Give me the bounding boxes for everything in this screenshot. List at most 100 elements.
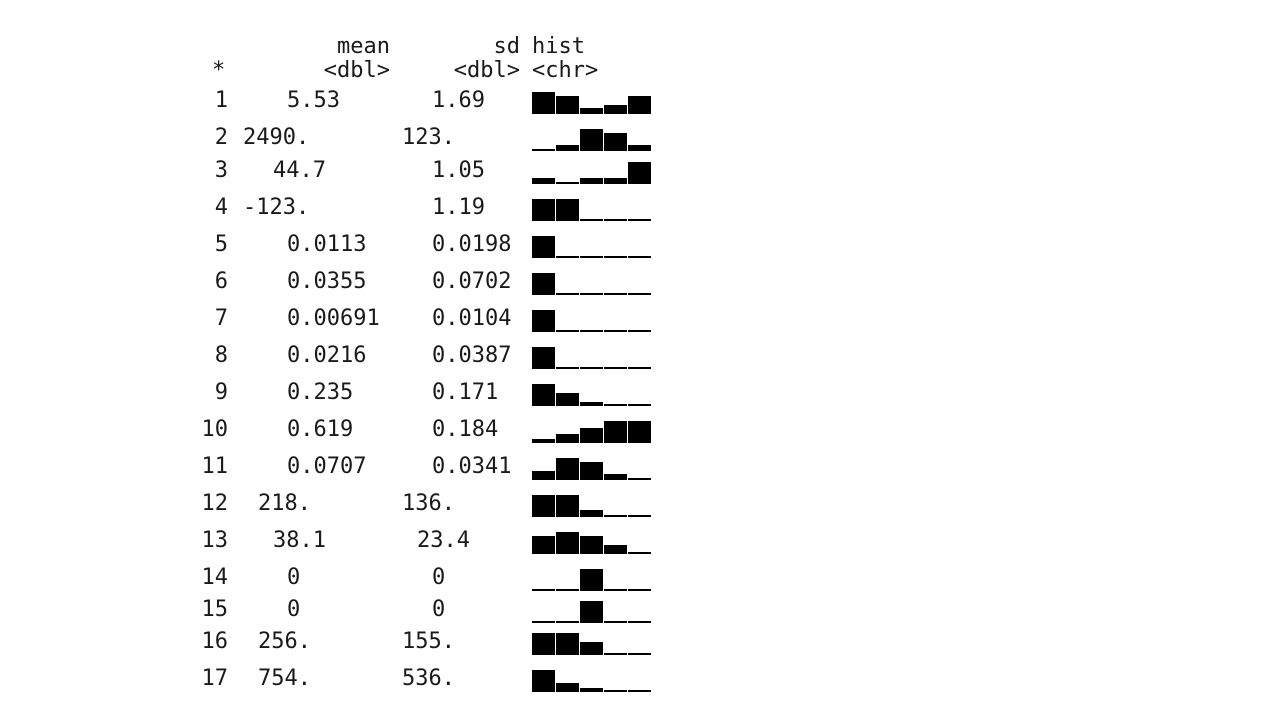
- histogram-sparkline: [532, 601, 651, 623]
- histogram-bar: [532, 178, 555, 184]
- column-type-sd: <dbl>: [453, 58, 520, 83]
- histogram-bar: [604, 133, 627, 151]
- histogram-bar: [628, 690, 651, 692]
- histogram-bar: [604, 653, 627, 655]
- histogram-sparkline: [532, 273, 651, 295]
- histogram-sparkline: [532, 495, 651, 517]
- histogram-bar: [532, 310, 555, 332]
- mean-value: 0.0355: [287, 269, 367, 294]
- mean-value: 0.0707: [287, 454, 367, 479]
- histogram-sparkline: [532, 129, 651, 151]
- histogram-bar: [628, 367, 651, 369]
- histogram-bar: [556, 367, 579, 369]
- histogram-bar: [604, 178, 627, 184]
- histogram-bar: [532, 384, 555, 406]
- histogram-bar: [580, 402, 603, 406]
- row-number: 14: [201, 565, 229, 590]
- histogram-sparkline: [532, 670, 651, 692]
- sd-value: 0.0341: [432, 454, 512, 479]
- row-number: 8: [214, 343, 228, 368]
- histogram-bar: [580, 569, 603, 591]
- mean-value: 256.: [258, 629, 311, 654]
- histogram-bar: [628, 589, 651, 591]
- sd-value: 0: [432, 565, 446, 590]
- histogram-bar: [628, 515, 651, 517]
- histogram-bar: [532, 589, 555, 591]
- histogram-bar: [580, 108, 603, 114]
- histogram-bar: [580, 536, 603, 554]
- row-number: 7: [214, 306, 228, 331]
- column-header-hist: hist: [532, 34, 585, 59]
- histogram-sparkline: [532, 347, 651, 369]
- mean-value: 44.7: [273, 158, 326, 183]
- histogram-bar: [580, 642, 603, 655]
- histogram-bar: [580, 428, 603, 443]
- histogram-sparkline: [532, 633, 651, 655]
- mean-value: 0.0113: [287, 232, 367, 257]
- column-type-mean: <dbl>: [323, 58, 390, 83]
- sd-value: 0: [432, 597, 446, 622]
- sd-value: 123.: [402, 125, 455, 150]
- histogram-sparkline: [532, 162, 651, 184]
- histogram-bar: [604, 589, 627, 591]
- histogram-bar: [532, 149, 555, 151]
- row-number: 6: [214, 269, 228, 294]
- mean-value: 5.53: [287, 88, 340, 113]
- sd-value: 0.171: [432, 380, 499, 405]
- row-number: 13: [201, 528, 229, 553]
- histogram-bar: [628, 162, 651, 184]
- histogram-bar: [628, 256, 651, 258]
- row-number: 12: [201, 491, 229, 516]
- clipped-header-text: …: [200, 23, 210, 34]
- column-header-mean: mean: [337, 34, 390, 59]
- histogram-bar: [580, 330, 603, 332]
- row-number: 1: [214, 88, 228, 113]
- histogram-bar: [532, 439, 555, 443]
- histogram-sparkline: [532, 92, 651, 114]
- histogram-bar: [556, 683, 579, 692]
- mean-value: 0.619: [287, 417, 354, 442]
- histogram-bar: [580, 219, 603, 221]
- mean-value: 38.1: [273, 528, 326, 553]
- histogram-bar: [628, 404, 651, 406]
- histogram-bar: [556, 199, 579, 221]
- row-number: 16: [201, 629, 229, 654]
- mean-value: 218.: [258, 491, 311, 516]
- histogram-bar: [628, 219, 651, 221]
- mean-value: 2490.: [243, 125, 310, 150]
- row-number: 17: [201, 666, 229, 691]
- histogram-bar: [604, 545, 627, 554]
- histogram-bar: [604, 404, 627, 406]
- histogram-sparkline: [532, 532, 651, 554]
- sd-value: 136.: [402, 491, 455, 516]
- histogram-bar: [556, 182, 579, 184]
- histogram-bar: [580, 688, 603, 692]
- mean-value: 0: [287, 565, 301, 590]
- sd-value: 23.4: [417, 528, 470, 553]
- histogram-bar: [556, 330, 579, 332]
- mean-value: 0.00691: [287, 306, 380, 331]
- histogram-bar: [628, 653, 651, 655]
- histogram-bar: [628, 478, 651, 480]
- histogram-bar: [532, 92, 555, 114]
- histogram-bar: [532, 670, 555, 692]
- mean-value: -123.: [243, 195, 310, 220]
- histogram-bar: [556, 532, 579, 554]
- histogram-sparkline: [532, 199, 651, 221]
- histogram-bar: [556, 393, 579, 406]
- histogram-sparkline: [532, 236, 651, 258]
- clipped-header-line: …: [200, 22, 270, 34]
- histogram-bar: [532, 633, 555, 655]
- histogram-bar: [628, 145, 651, 151]
- mean-value: 0.0216: [287, 343, 367, 368]
- histogram-bar: [556, 256, 579, 258]
- histogram-bar: [604, 690, 627, 692]
- histogram-bar: [532, 621, 555, 623]
- histogram-bar: [628, 96, 651, 114]
- histogram-bar: [580, 129, 603, 151]
- histogram-bar: [580, 510, 603, 517]
- histogram-bar: [556, 434, 579, 443]
- row-number: 2: [214, 125, 228, 150]
- row-number: 10: [201, 417, 229, 442]
